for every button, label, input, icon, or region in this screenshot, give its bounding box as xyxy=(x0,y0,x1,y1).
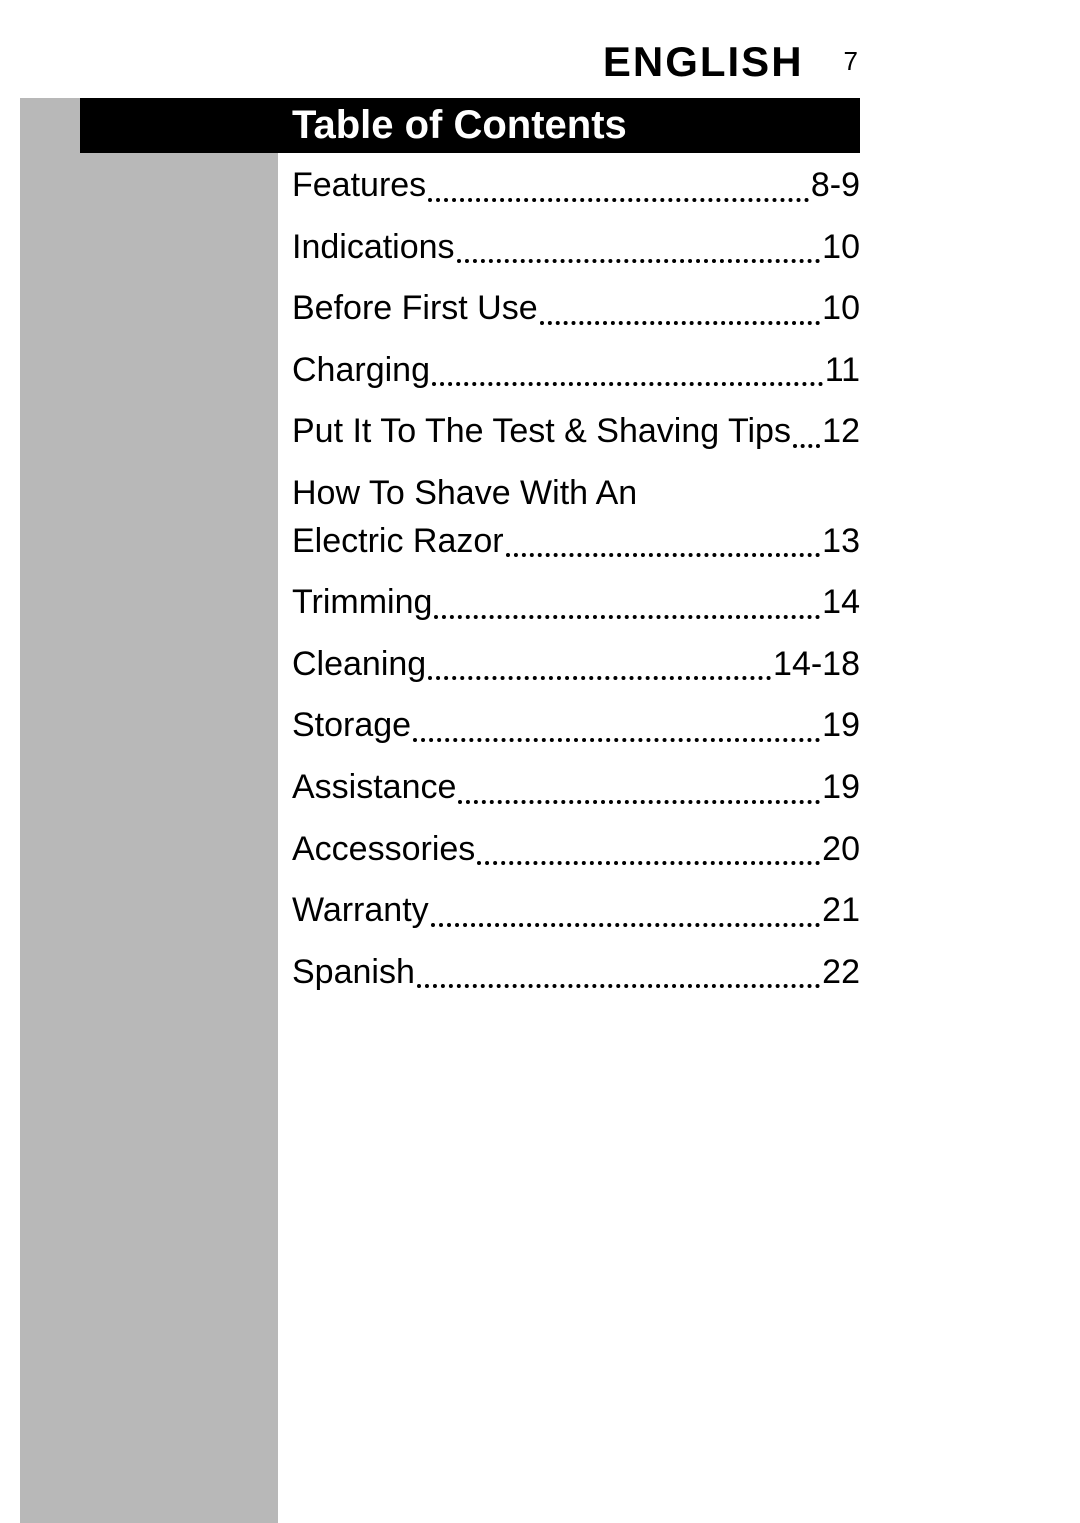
toc-leader-dots xyxy=(477,861,820,865)
title-text: Table of Contents xyxy=(292,103,627,148)
sidebar-gray-block xyxy=(20,98,278,1523)
header-page-number: 7 xyxy=(844,46,858,77)
toc-leader-dots xyxy=(428,676,771,680)
toc-entry: Before First Use 10 xyxy=(292,285,860,333)
page-header: ENGLISH 7 xyxy=(0,38,1080,86)
toc-entry: Features 8-9 xyxy=(292,162,860,210)
toc-page-number: 10 xyxy=(822,224,860,272)
toc-leader-dots xyxy=(432,382,823,386)
toc-label: Warranty xyxy=(292,887,429,935)
toc-leader-dots xyxy=(506,553,821,557)
toc-label: Indications xyxy=(292,224,455,272)
toc-entry: Indications 10 xyxy=(292,224,860,272)
toc-leader-dots xyxy=(793,444,820,448)
toc-leader-dots xyxy=(457,259,821,263)
toc-entry: Trimming 14 xyxy=(292,579,860,627)
toc-leader-dots xyxy=(417,984,820,988)
toc-label: Cleaning xyxy=(292,641,426,689)
table-of-contents: Features8-9Indications10Before First Use… xyxy=(292,162,860,1010)
toc-label: Spanish xyxy=(292,949,415,997)
toc-label: Before First Use xyxy=(292,285,538,333)
toc-page-number: 21 xyxy=(822,887,860,935)
toc-entry: Assistance 19 xyxy=(292,764,860,812)
toc-leader-dots xyxy=(458,800,820,804)
toc-page-number: 14-18 xyxy=(773,641,860,689)
toc-page-number: 11 xyxy=(825,347,860,395)
toc-page-number: 10 xyxy=(822,285,860,333)
toc-label-line1: How To Shave With An xyxy=(292,470,860,518)
title-bar: Table of Contents xyxy=(80,98,860,153)
toc-entry: Warranty 21 xyxy=(292,887,860,935)
toc-entry: Cleaning 14-18 xyxy=(292,641,860,689)
toc-page-number: 13 xyxy=(822,518,860,566)
toc-leader-dots xyxy=(540,321,821,325)
toc-page-number: 12 xyxy=(822,408,860,456)
toc-label: Storage xyxy=(292,702,411,750)
toc-entry: Put It To The Test & Shaving Tips 12 xyxy=(292,408,860,456)
toc-page-number: 19 xyxy=(822,702,860,750)
toc-entry: How To Shave With AnElectric Razor 13 xyxy=(292,470,860,565)
toc-label: Features xyxy=(292,162,426,210)
toc-label: Accessories xyxy=(292,826,475,874)
toc-entry: Charging 11 xyxy=(292,347,860,395)
toc-leader-dots xyxy=(434,615,820,619)
toc-label: Assistance xyxy=(292,764,456,812)
toc-page-number: 19 xyxy=(822,764,860,812)
toc-label-line2: Electric Razor xyxy=(292,518,504,566)
toc-entry: Accessories 20 xyxy=(292,826,860,874)
toc-page-number: 8-9 xyxy=(811,162,860,210)
toc-label: Charging xyxy=(292,347,430,395)
toc-leader-dots xyxy=(431,923,821,927)
toc-entry: Spanish 22 xyxy=(292,949,860,997)
toc-leader-dots xyxy=(428,198,809,202)
toc-page-number: 14 xyxy=(822,579,860,627)
header-language-label: ENGLISH xyxy=(603,38,804,86)
toc-page-number: 20 xyxy=(822,826,860,874)
toc-label: Put It To The Test & Shaving Tips xyxy=(292,408,791,456)
toc-page-number: 22 xyxy=(822,949,860,997)
toc-entry: Storage 19 xyxy=(292,702,860,750)
toc-leader-dots xyxy=(413,738,820,742)
toc-label: Trimming xyxy=(292,579,432,627)
